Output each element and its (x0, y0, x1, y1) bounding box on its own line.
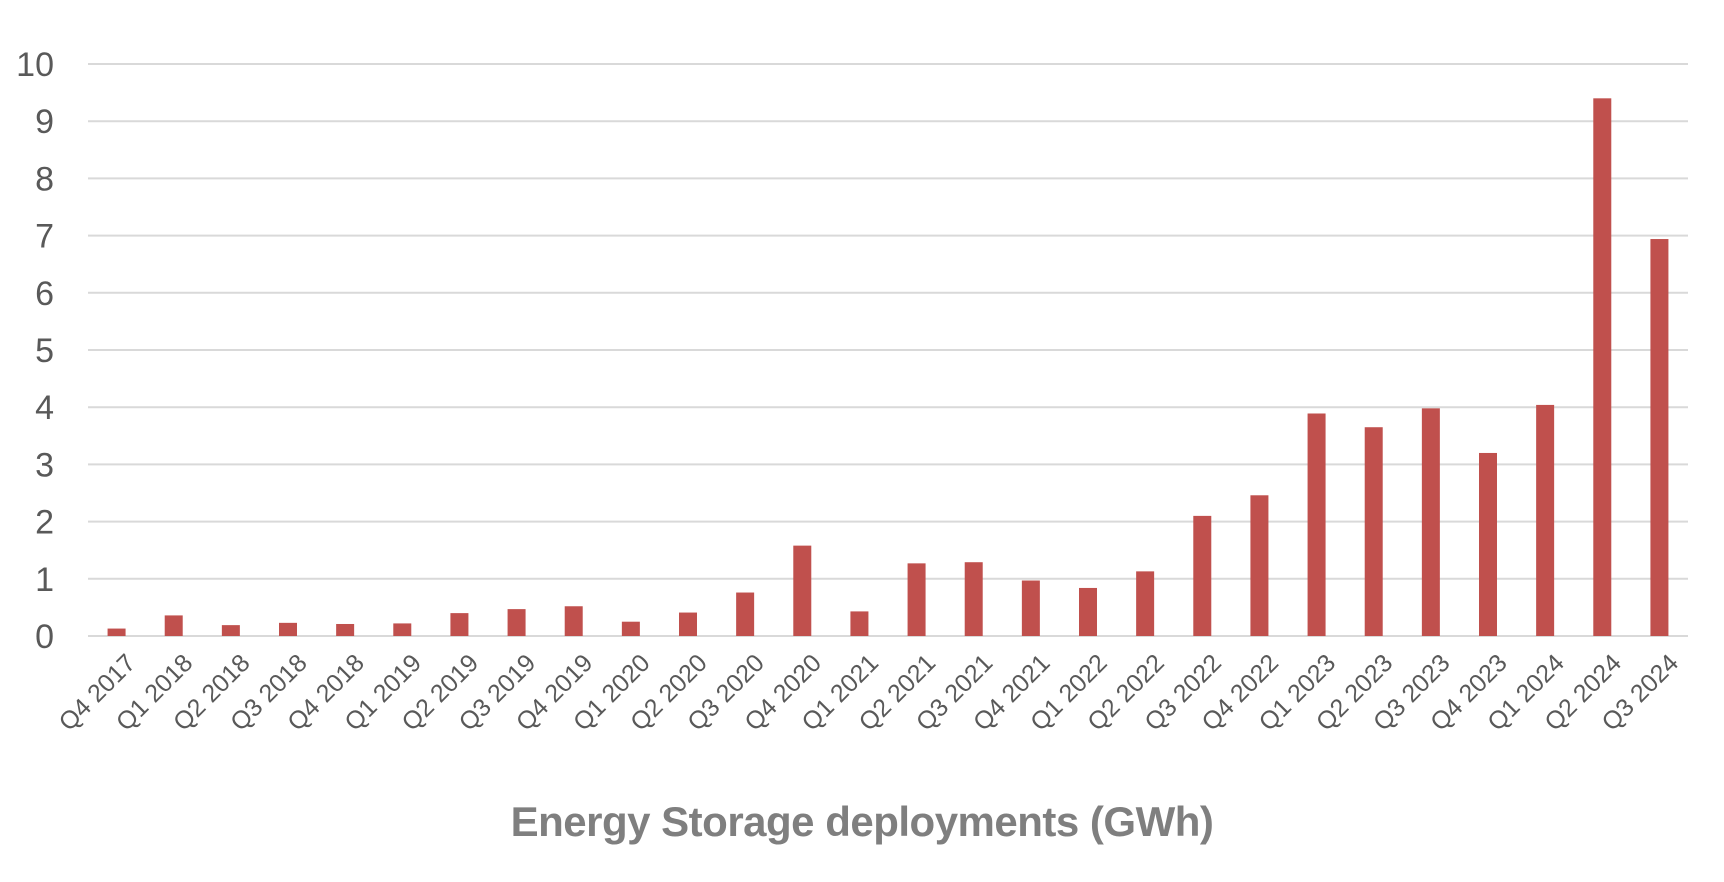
bar (1136, 571, 1155, 636)
y-tick-label: 7 (35, 218, 54, 256)
bar (1307, 413, 1326, 636)
bar (1079, 587, 1097, 636)
y-tick-label: 9 (35, 103, 54, 141)
bar (107, 628, 126, 636)
bar (964, 562, 983, 636)
bar (736, 592, 755, 636)
y-tick-label: 5 (35, 332, 54, 370)
bar (907, 563, 926, 636)
bar (1536, 404, 1555, 636)
bar (564, 606, 583, 636)
bar (1479, 452, 1497, 636)
bar (221, 625, 240, 636)
y-tick-label: 2 (35, 504, 54, 542)
bar (850, 611, 869, 636)
y-tick-label: 3 (35, 446, 54, 484)
bars (107, 98, 1669, 637)
gridlines (88, 63, 1688, 637)
y-tick-label: 6 (35, 275, 54, 313)
bar (1421, 408, 1440, 636)
bar (1021, 580, 1040, 636)
y-tick-label: 0 (35, 618, 54, 656)
bar (336, 623, 355, 636)
y-tick-label: 8 (35, 160, 54, 198)
bar (793, 545, 812, 636)
bar (621, 621, 640, 636)
bar (393, 623, 412, 636)
y-tick-label: 4 (35, 389, 54, 427)
bar (450, 613, 469, 636)
bar (1593, 98, 1612, 636)
bar (279, 622, 297, 636)
y-tick-label: 10 (16, 46, 54, 84)
bar (1364, 427, 1383, 636)
bar (1250, 495, 1269, 636)
y-axis-ticks: 0 1 2 3 4 5 6 7 8 9 10 (16, 46, 54, 656)
bar (507, 609, 526, 636)
bar (1193, 515, 1212, 636)
bar (679, 612, 697, 636)
bar (164, 615, 183, 636)
x-axis-title: Energy Storage deployments (GWh) (510, 798, 1214, 845)
y-tick-label: 1 (35, 561, 54, 599)
bar (1650, 239, 1669, 637)
